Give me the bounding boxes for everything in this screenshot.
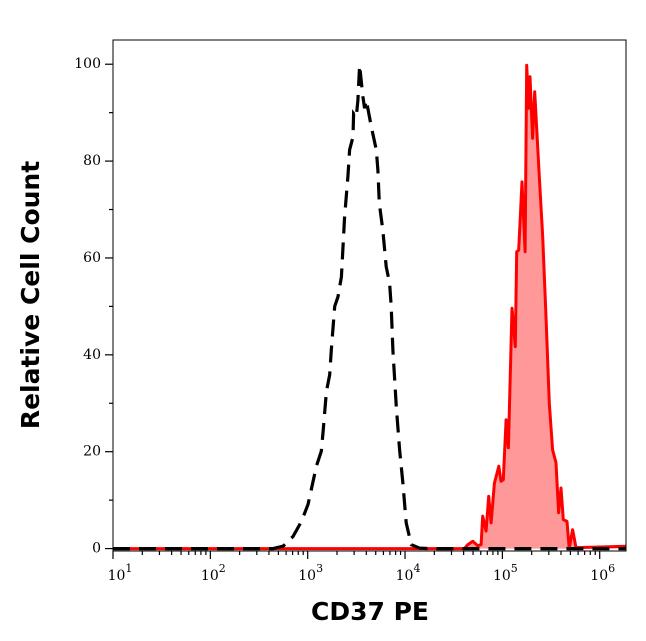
x-tick-label: 105 — [493, 562, 518, 584]
x-tick-label: 104 — [396, 562, 421, 584]
x-tick-label: 103 — [298, 562, 323, 584]
x-axis-label: CD37 PE — [311, 597, 429, 626]
series-line-dashed — [113, 65, 626, 551]
y-tick-label: 0 — [92, 541, 101, 557]
x-tick-label: 106 — [590, 562, 615, 584]
y-tick-label: 60 — [83, 250, 101, 266]
y-axis-label: Relative Cell Count — [16, 161, 45, 429]
series-layer — [113, 63, 627, 551]
series-line-red — [113, 63, 627, 551]
plot-frame — [112, 39, 627, 552]
x-tick-label: 102 — [201, 562, 226, 584]
y-tick-label: 40 — [83, 347, 101, 363]
series-fill-area — [113, 65, 626, 549]
y-tick-label: 80 — [83, 153, 101, 169]
y-tick-label: 100 — [74, 56, 101, 72]
axes-layer: 0 20 40 60 80 100 101 102 103 104 105 106 — [74, 56, 615, 584]
y-tick-label: 20 — [83, 444, 101, 460]
x-tick-label: 101 — [108, 562, 133, 584]
